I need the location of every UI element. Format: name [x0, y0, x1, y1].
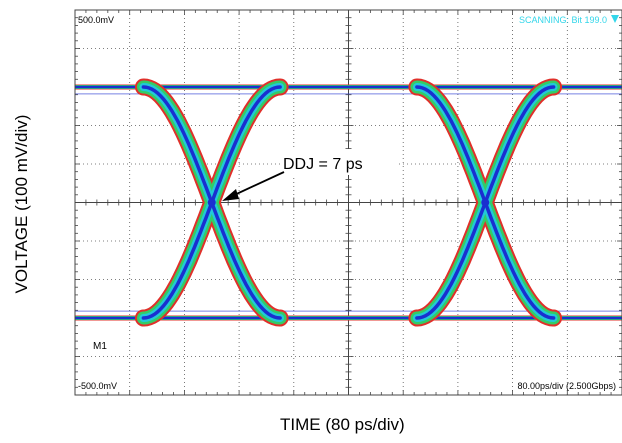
- callout-arrow-line: [229, 171, 285, 198]
- scanning-status: SCANNING: Bit 199.0: [519, 15, 607, 25]
- y-axis-title: VOLTAGE (100 mV/div): [12, 114, 31, 294]
- x-axis-title: TIME (80 ps/div): [280, 415, 405, 434]
- callout-arrowhead: [222, 189, 239, 201]
- status-triangle-icon: [611, 15, 619, 23]
- plot-frame: [74, 9, 622, 396]
- crossing-point: [481, 198, 490, 207]
- crossing-point: [207, 198, 216, 207]
- top-voltage-label: 500.0mV: [78, 15, 114, 25]
- grid: [74, 9, 622, 396]
- ddj-callout: DDJ = 7 ps: [283, 156, 363, 173]
- timebase-label: 80.00ps/div (2.500Gbps): [517, 381, 616, 391]
- callout-background: [280, 149, 398, 175]
- eye-traces: [75, 78, 622, 327]
- marker-label: M1: [93, 341, 107, 352]
- bottom-voltage-label: -500.0mV: [78, 381, 117, 391]
